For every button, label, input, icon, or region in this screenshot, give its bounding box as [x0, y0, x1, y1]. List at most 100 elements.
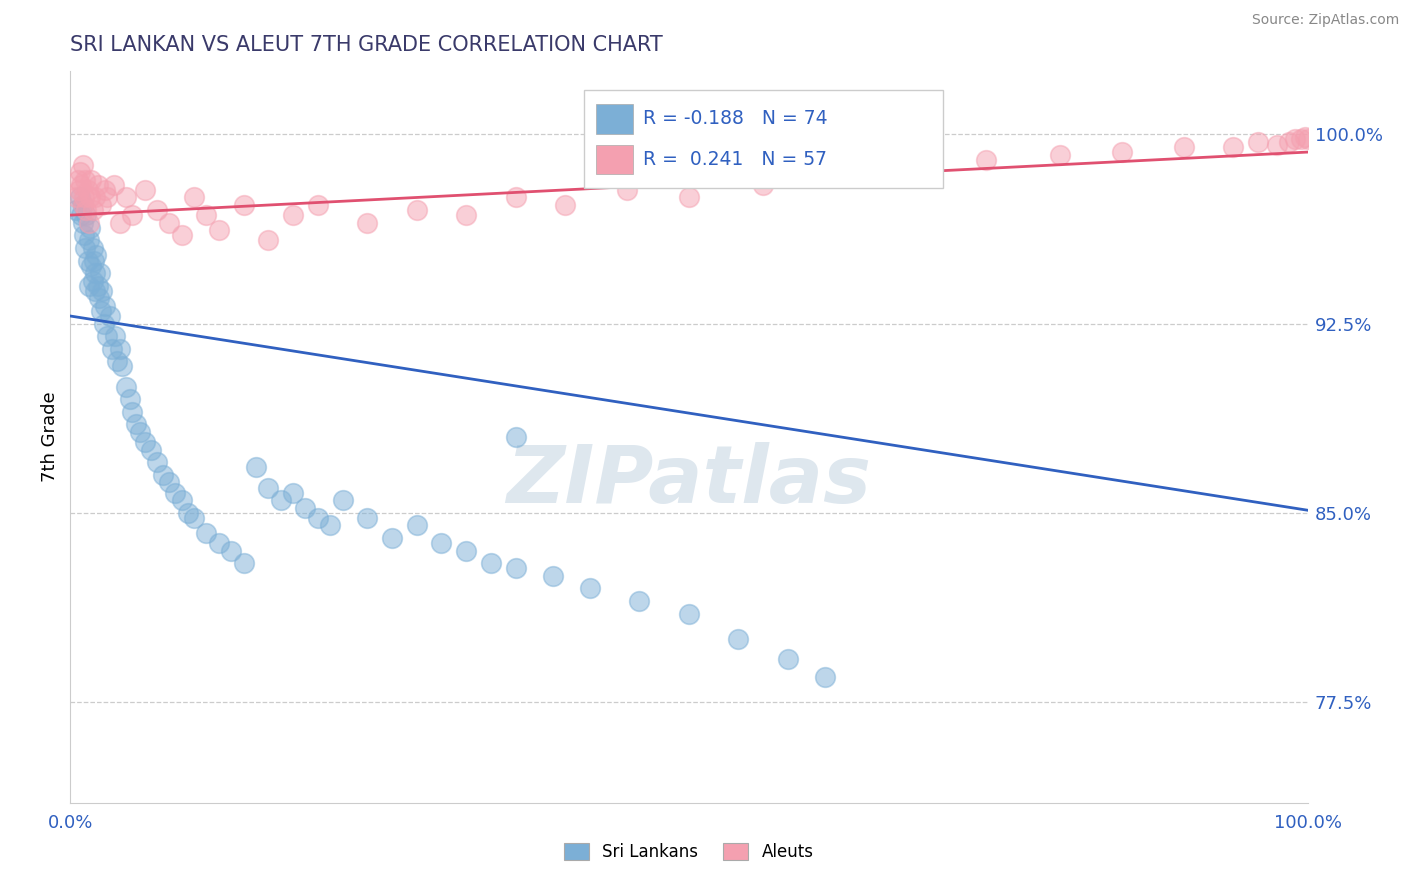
Point — [146, 455, 169, 469]
Point — [125, 417, 148, 432]
Point — [195, 525, 218, 540]
Point — [974, 153, 997, 167]
Point — [727, 632, 749, 646]
Point — [75, 173, 97, 187]
Point — [75, 208, 97, 222]
FancyBboxPatch shape — [583, 90, 942, 188]
Point — [90, 198, 112, 212]
Point — [72, 216, 94, 230]
Point — [82, 274, 104, 288]
Point — [405, 203, 427, 218]
Point — [1049, 147, 1071, 161]
Point — [1247, 135, 1270, 149]
Point — [104, 329, 127, 343]
Point — [332, 493, 354, 508]
Point — [65, 190, 87, 204]
Point — [115, 379, 138, 393]
Point — [75, 241, 97, 255]
Point — [232, 198, 254, 212]
Point — [814, 670, 837, 684]
Point — [128, 425, 150, 439]
Point — [505, 430, 527, 444]
Point — [65, 203, 87, 218]
Point — [1296, 132, 1319, 146]
Point — [307, 510, 329, 524]
Point — [430, 536, 453, 550]
Point — [1284, 132, 1306, 146]
Y-axis label: 7th Grade: 7th Grade — [41, 392, 59, 483]
Point — [579, 582, 602, 596]
Point — [94, 183, 117, 197]
Point — [1173, 140, 1195, 154]
Point — [456, 208, 478, 222]
Point — [134, 435, 156, 450]
Point — [281, 485, 304, 500]
Point — [245, 460, 267, 475]
Point — [105, 354, 128, 368]
Point — [73, 190, 96, 204]
Point — [76, 253, 98, 268]
Point — [79, 220, 101, 235]
Point — [86, 178, 108, 192]
Point — [72, 158, 94, 172]
Point — [146, 203, 169, 218]
Point — [294, 500, 316, 515]
Point — [381, 531, 404, 545]
Point — [84, 190, 107, 204]
Point — [616, 183, 638, 197]
Point — [1265, 137, 1288, 152]
Point — [77, 233, 100, 247]
Point — [96, 190, 118, 204]
Point — [1111, 145, 1133, 159]
Point — [91, 284, 114, 298]
Point — [139, 442, 162, 457]
FancyBboxPatch shape — [596, 145, 633, 174]
Point — [98, 309, 121, 323]
Point — [177, 506, 200, 520]
Point — [479, 556, 502, 570]
Point — [93, 317, 115, 331]
Point — [82, 241, 104, 255]
Point — [678, 607, 700, 621]
Point — [134, 183, 156, 197]
Point — [75, 203, 97, 218]
Point — [72, 198, 94, 212]
Point — [67, 183, 90, 197]
Point — [108, 342, 131, 356]
Point — [752, 178, 775, 192]
Point — [165, 485, 187, 500]
Point — [152, 467, 174, 482]
Point — [170, 493, 193, 508]
Point — [195, 208, 218, 222]
Point — [541, 569, 564, 583]
Point — [82, 203, 104, 218]
Point — [157, 475, 180, 490]
Point — [319, 518, 342, 533]
Point — [257, 481, 280, 495]
Point — [1294, 130, 1316, 145]
Point — [208, 536, 231, 550]
Point — [89, 266, 111, 280]
Text: SRI LANKAN VS ALEUT 7TH GRADE CORRELATION CHART: SRI LANKAN VS ALEUT 7TH GRADE CORRELATIO… — [70, 35, 664, 54]
Text: Source: ZipAtlas.com: Source: ZipAtlas.com — [1251, 13, 1399, 28]
Point — [505, 561, 527, 575]
Point — [80, 173, 103, 187]
Point — [776, 652, 799, 666]
Legend: Sri Lankans, Aleuts: Sri Lankans, Aleuts — [557, 836, 821, 868]
Point — [76, 183, 98, 197]
Point — [405, 518, 427, 533]
Point — [69, 190, 91, 204]
Point — [86, 278, 108, 293]
Point — [84, 266, 107, 280]
Point — [270, 493, 292, 508]
Point — [208, 223, 231, 237]
Point — [70, 208, 93, 222]
Point — [121, 405, 143, 419]
Point — [157, 216, 180, 230]
Point — [183, 510, 205, 524]
Point — [307, 198, 329, 212]
Point — [170, 228, 193, 243]
Text: R =  0.241   N = 57: R = 0.241 N = 57 — [643, 150, 827, 169]
Point — [628, 594, 651, 608]
Point — [101, 342, 124, 356]
